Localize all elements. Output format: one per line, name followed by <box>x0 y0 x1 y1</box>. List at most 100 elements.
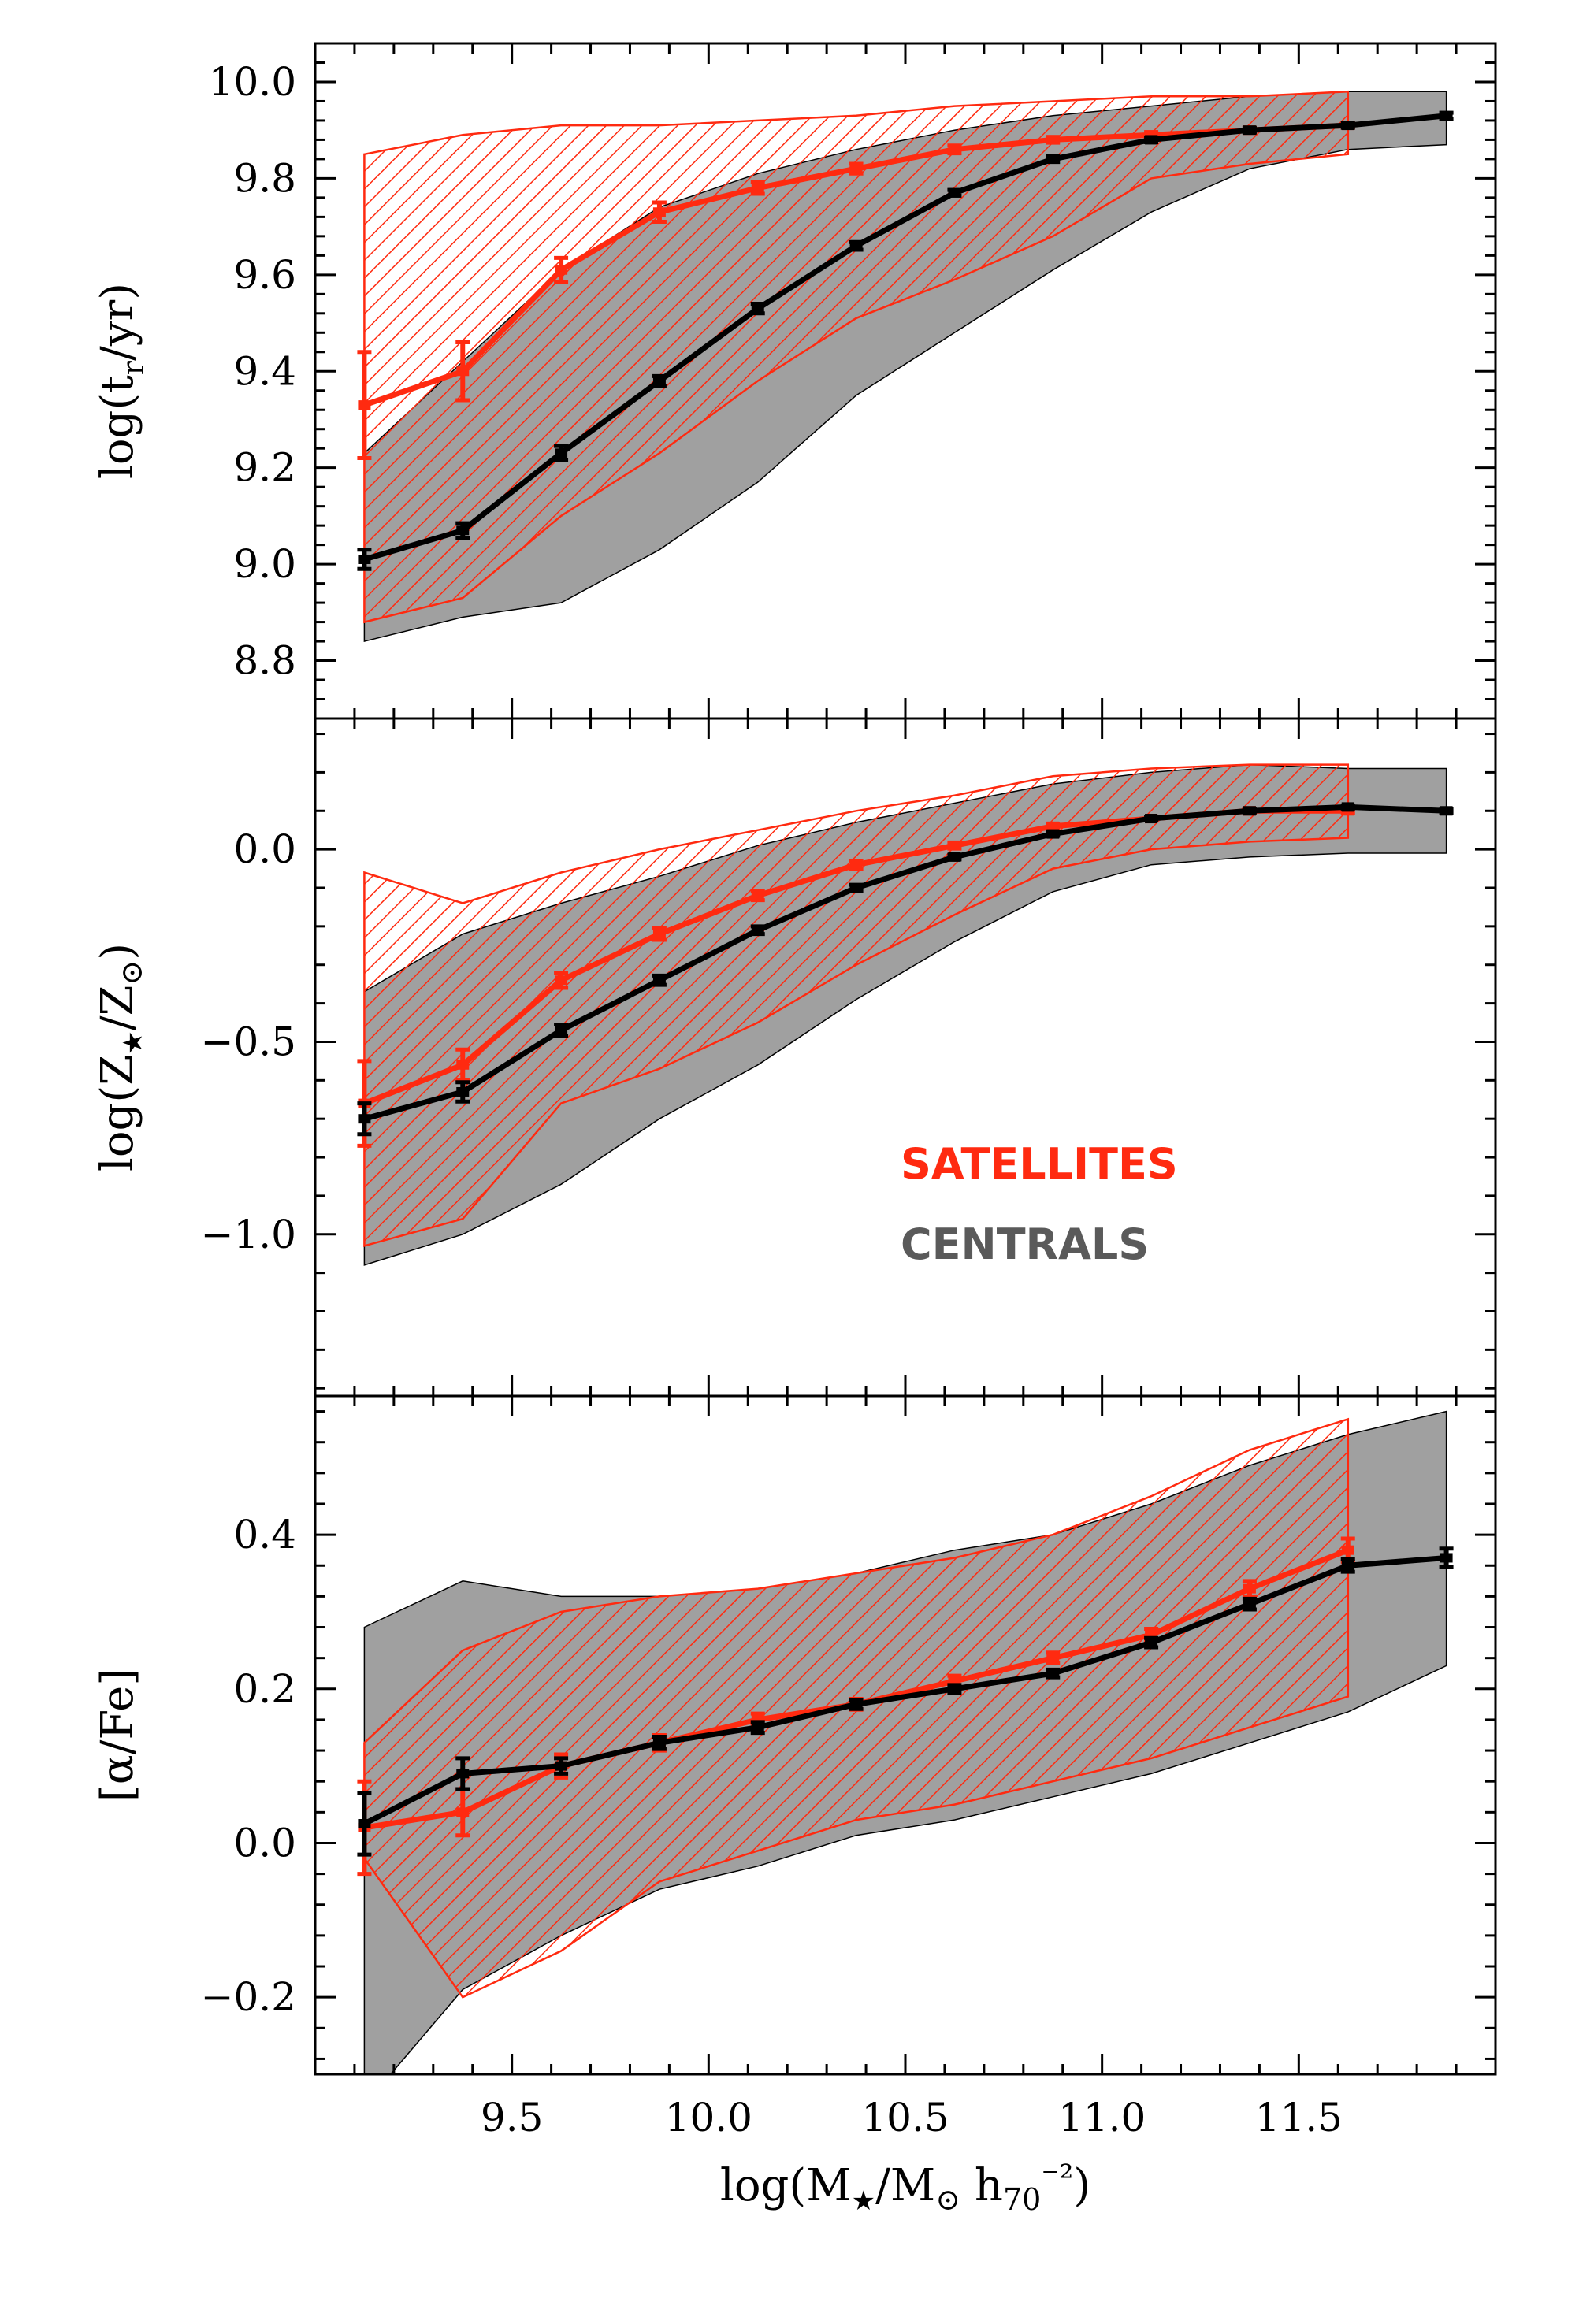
point-centrals-bottom <box>1046 1669 1060 1679</box>
point-centrals-middle <box>456 1086 470 1097</box>
errorbar-centrals-middle <box>554 1022 569 1038</box>
point-centrals-bottom <box>555 1761 568 1771</box>
errorbar-centrals-middle <box>652 973 667 987</box>
point-centrals-top <box>1341 121 1354 131</box>
point-satellites-bottom <box>1243 1583 1256 1594</box>
errorbar-centrals-bottom <box>750 1720 765 1736</box>
errorbar-centrals-middle <box>1242 806 1257 816</box>
errorbar-centrals-middle <box>750 924 765 937</box>
ytick-label-middle: 0.0 <box>233 826 296 872</box>
errorbar-centrals-middle <box>1144 814 1159 824</box>
errorbar-centrals-bottom <box>652 1734 667 1751</box>
point-satellites-middle <box>1046 821 1060 831</box>
xtick-label: 9.5 <box>481 2095 544 2140</box>
errorbar-centrals-top <box>1439 110 1454 121</box>
errorbar-satellites-middle <box>1046 821 1061 831</box>
plot-area-middle <box>357 763 1454 1266</box>
point-centrals-middle <box>751 925 764 935</box>
errorbar-satellites-bottom <box>1242 1579 1257 1598</box>
errorbar-centrals-bottom <box>455 1756 470 1791</box>
point-centrals-top <box>555 448 568 458</box>
errorbar-satellites-top <box>947 143 962 156</box>
point-centrals-top <box>652 376 666 386</box>
point-satellites-top <box>948 144 961 154</box>
point-centrals-bottom <box>948 1684 961 1694</box>
errorbar-centrals-bottom <box>554 1756 569 1776</box>
ytick-label-middle: −0.5 <box>201 1019 296 1064</box>
errorbar-satellites-bottom <box>1046 1650 1061 1666</box>
line-centrals-middle <box>363 804 1447 1122</box>
errorbar-centrals-bottom <box>1242 1596 1257 1612</box>
point-satellites-top <box>358 400 371 410</box>
errorbar-satellites-middle <box>849 859 864 871</box>
errorbar-centrals-bottom <box>1046 1667 1061 1680</box>
xtick-label: 10.0 <box>665 2095 752 2140</box>
errorbar-centrals-bottom <box>947 1683 962 1695</box>
ytick-label-bottom: 0.0 <box>233 1820 296 1866</box>
errorbar-centrals-middle <box>947 852 962 862</box>
errorbar-satellites-middle <box>947 840 962 851</box>
errorbar-centrals-top <box>947 187 962 198</box>
errorbar-centrals-middle <box>455 1080 470 1104</box>
point-satellites-middle <box>751 890 764 900</box>
ylabel-top: log(tr/yr) <box>92 283 150 479</box>
point-satellites-middle <box>555 975 568 986</box>
errorbar-centrals-top <box>1046 154 1061 165</box>
errorbar-centrals-top <box>1340 121 1355 131</box>
errorbar-centrals-bottom <box>1439 1546 1454 1569</box>
ytick-label-top: 9.8 <box>233 155 296 201</box>
panel-top: 8.8 9.0 9.2 9.4 9.6 9.8 10.0 log(tr/yr) <box>92 42 1497 720</box>
point-centrals-top <box>1046 154 1060 164</box>
point-centrals-top <box>358 554 371 564</box>
line-centrals-top <box>363 113 1447 562</box>
plot-area-top <box>357 90 1454 643</box>
errorbar-satellites-top <box>455 340 470 403</box>
point-centrals-top <box>456 525 470 536</box>
errorbar-satellites-top <box>554 255 569 284</box>
point-centrals-bottom <box>652 1738 666 1748</box>
point-satellites-bottom <box>1341 1545 1354 1555</box>
point-satellites-middle <box>849 859 863 870</box>
point-satellites-top <box>555 265 568 275</box>
errorbar-satellites-top <box>1046 135 1061 145</box>
xtick-label: 10.5 <box>861 2095 949 2140</box>
point-centrals-bottom <box>1440 1553 1453 1563</box>
point-satellites-top <box>652 207 666 217</box>
point-centrals-middle <box>948 852 961 862</box>
point-centrals-middle <box>652 975 666 986</box>
errorbar-centrals-bottom <box>1144 1635 1159 1650</box>
point-centrals-bottom <box>1243 1599 1256 1609</box>
band-satellites-middle <box>363 763 1350 1248</box>
point-centrals-bottom <box>1341 1561 1354 1571</box>
point-centrals-middle <box>849 883 863 893</box>
ytick-label-top: 10.0 <box>209 59 296 105</box>
point-centrals-top <box>751 303 764 314</box>
point-centrals-bottom <box>751 1722 764 1732</box>
ytick-label-top: 9.6 <box>233 252 296 298</box>
line-centrals-bottom <box>362 1555 1447 1827</box>
point-centrals-middle <box>1341 802 1354 812</box>
ylabel-middle: log(Z★/Z⊙) <box>92 943 149 1171</box>
xtick-label: 11.0 <box>1058 2095 1146 2140</box>
ytick-label-top: 8.8 <box>233 638 296 684</box>
point-satellites-top <box>849 164 863 174</box>
errorbar-satellites-top <box>750 180 765 196</box>
errorbar-centrals-top <box>750 302 765 316</box>
point-centrals-bottom <box>849 1699 863 1710</box>
point-satellites-middle <box>652 929 666 939</box>
point-centrals-bottom <box>1145 1638 1158 1648</box>
ytick-label-top: 9.4 <box>233 348 296 394</box>
errorbar-centrals-top <box>554 444 569 463</box>
legend-satellites: SATELLITES <box>901 1139 1178 1189</box>
errorbar-satellites-middle <box>750 889 765 903</box>
point-centrals-middle <box>1243 806 1256 816</box>
point-centrals-middle <box>1046 829 1060 839</box>
point-satellites-top <box>751 183 764 193</box>
point-centrals-bottom <box>358 1819 371 1829</box>
ytick-label-bottom: 0.2 <box>233 1666 296 1712</box>
point-centrals-middle <box>555 1025 568 1035</box>
errorbar-satellites-top <box>652 200 667 224</box>
ytick-label-top: 9.0 <box>233 541 296 587</box>
legend: SATELLITES CENTRALS <box>901 1139 1178 1269</box>
